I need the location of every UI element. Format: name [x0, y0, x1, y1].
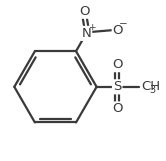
Text: S: S: [113, 80, 121, 93]
Text: O: O: [113, 24, 123, 37]
Text: N: N: [82, 27, 91, 40]
Text: +: +: [88, 23, 95, 32]
Text: O: O: [112, 103, 122, 115]
Text: −: −: [119, 19, 128, 29]
Text: O: O: [80, 5, 90, 18]
Text: 3: 3: [149, 85, 155, 95]
Text: O: O: [112, 58, 122, 71]
Text: CH: CH: [142, 80, 161, 93]
